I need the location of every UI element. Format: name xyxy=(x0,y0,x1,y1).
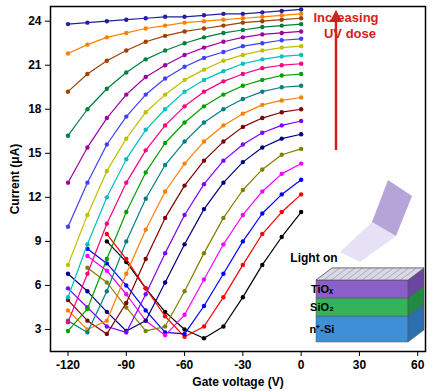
svg-text:15: 15 xyxy=(28,146,42,160)
svg-text:Increasing: Increasing xyxy=(313,10,378,25)
svg-text:UV dose: UV dose xyxy=(324,26,376,41)
svg-text:21: 21 xyxy=(28,58,42,72)
svg-text:Current (μA): Current (μA) xyxy=(8,144,22,215)
svg-text:-90: -90 xyxy=(118,358,136,372)
svg-text:18: 18 xyxy=(28,102,42,116)
svg-text:0: 0 xyxy=(298,358,305,372)
svg-text:12: 12 xyxy=(28,190,42,204)
svg-text:Light on: Light on xyxy=(290,251,337,265)
svg-text:SiO₂: SiO₂ xyxy=(310,301,334,313)
svg-text:30: 30 xyxy=(353,358,367,372)
svg-text:60: 60 xyxy=(411,358,425,372)
svg-text:TiOₓ: TiOₓ xyxy=(311,283,334,295)
svg-text:6: 6 xyxy=(35,278,42,292)
svg-text:-30: -30 xyxy=(234,358,252,372)
svg-text:9: 9 xyxy=(35,234,42,248)
svg-text:-120: -120 xyxy=(56,358,80,372)
svg-text:24: 24 xyxy=(28,14,42,28)
svg-text:-60: -60 xyxy=(176,358,194,372)
svg-text:n⁺-Si: n⁺-Si xyxy=(310,323,335,335)
svg-text:3: 3 xyxy=(35,322,42,336)
svg-text:Gate voltage (V): Gate voltage (V) xyxy=(192,375,283,389)
